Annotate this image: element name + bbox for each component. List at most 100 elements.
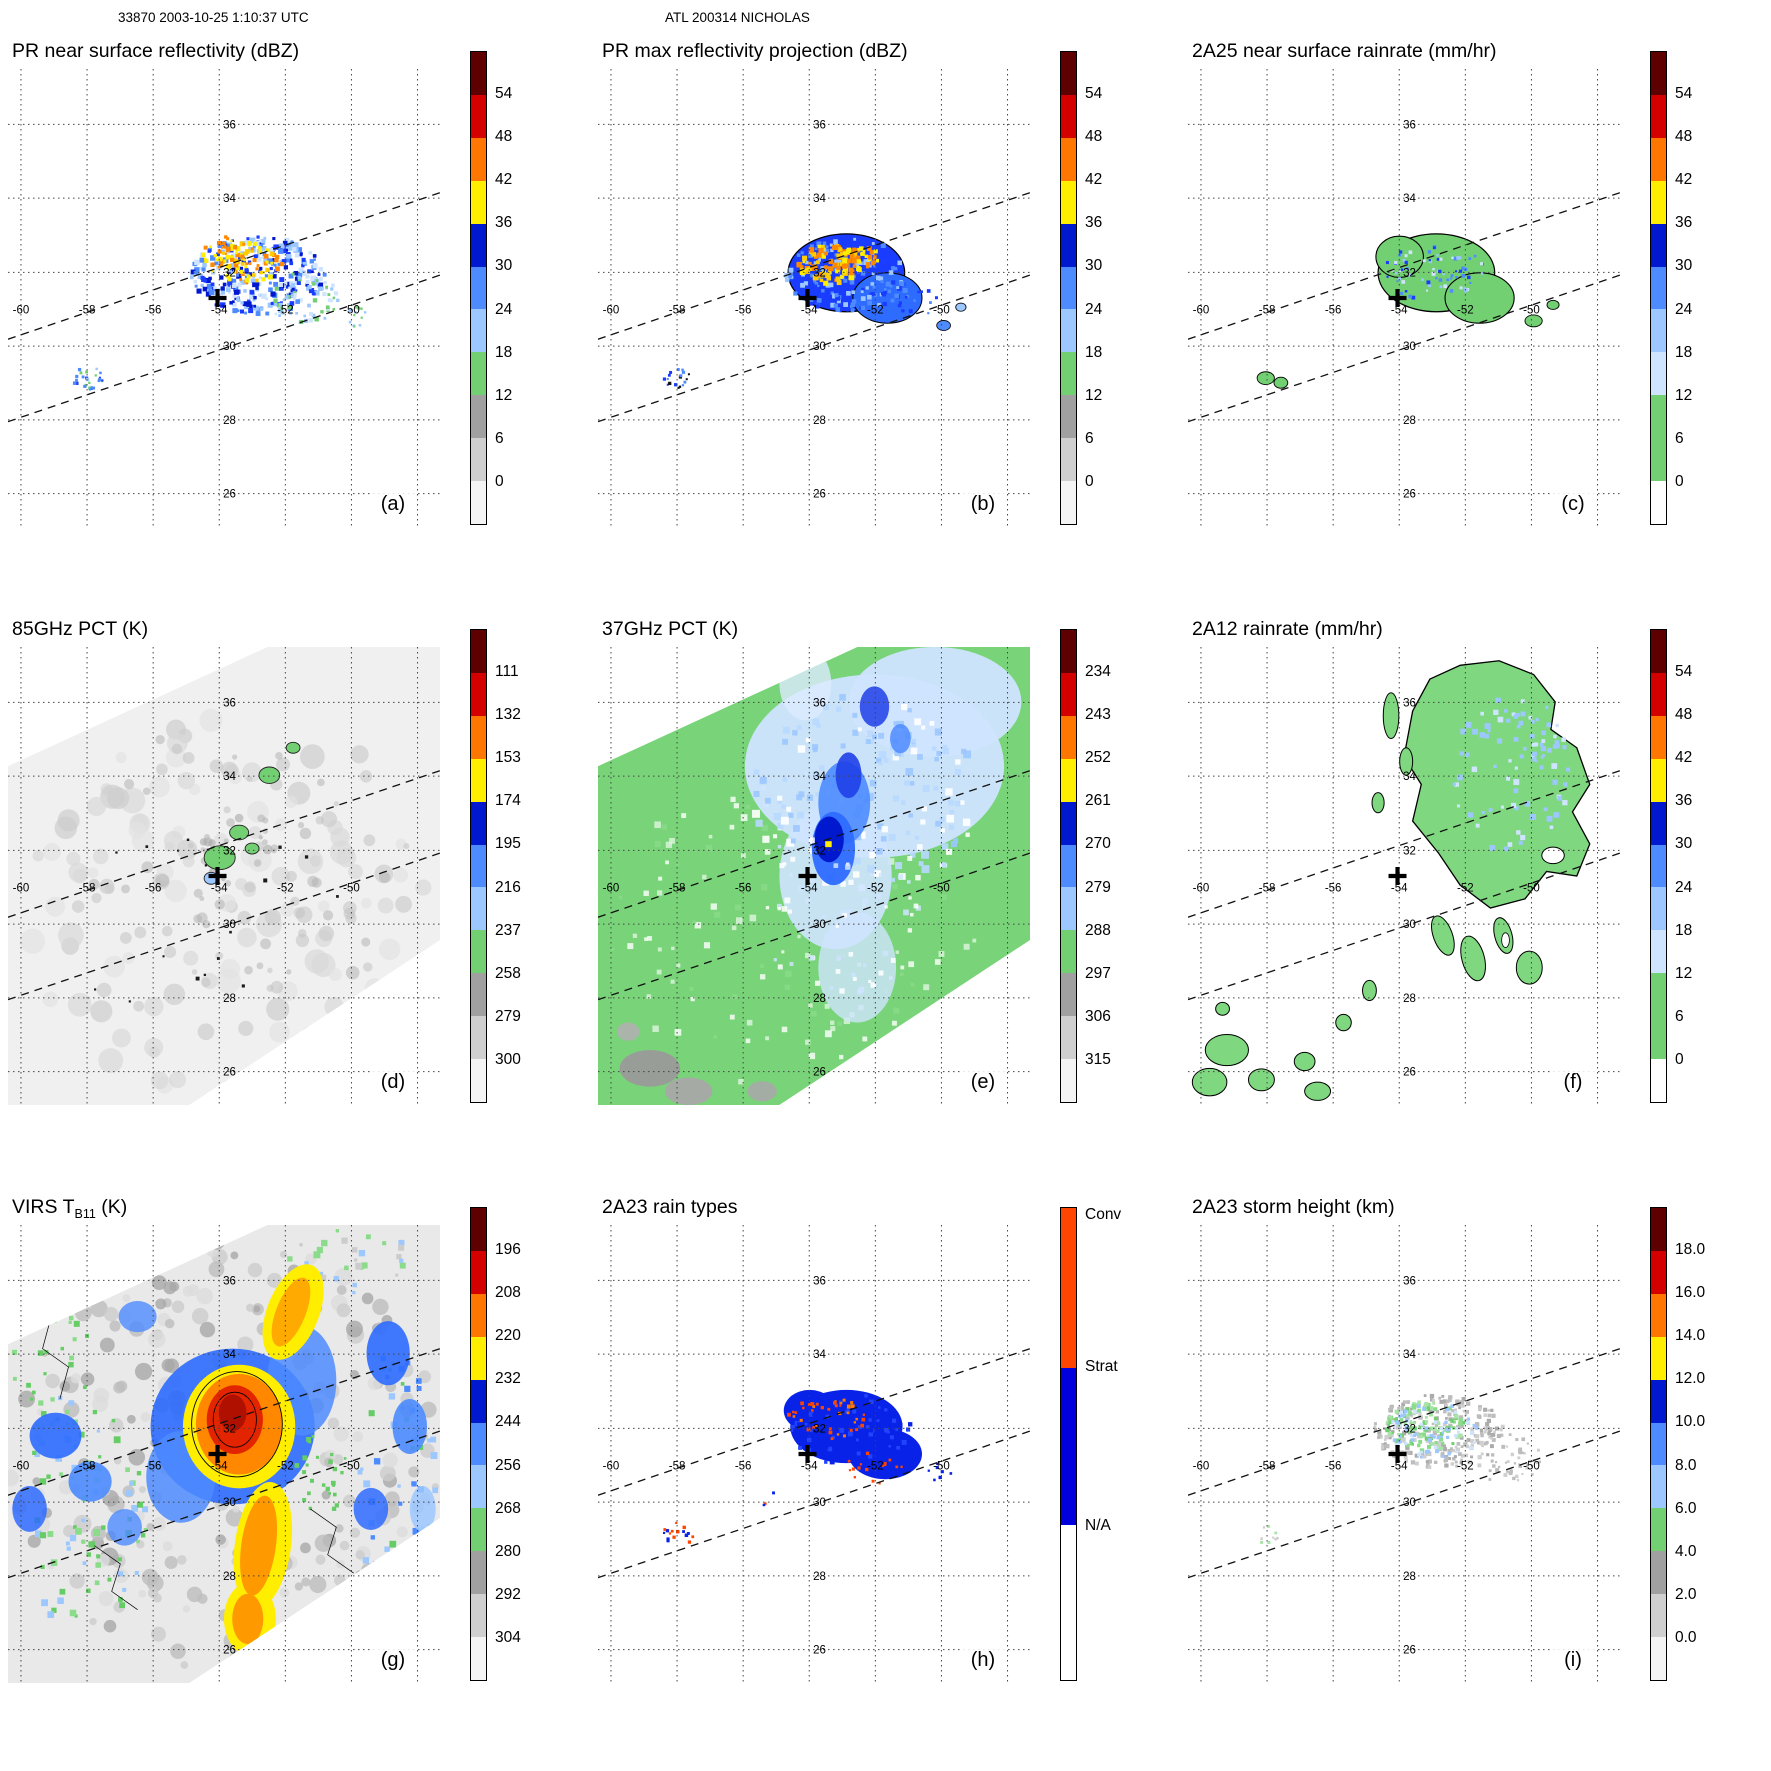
map-e: -60 -58 -56 -54 -52 -50 36 34 32 30 28 26 (e) [598,647,1030,1105]
colorbar-tick: 16.0 [1675,1284,1706,1302]
lat-label: 32 [1403,267,1416,279]
colorbar-segment [1651,758,1666,802]
colorbar-tick: 18 [1675,921,1693,939]
lon-label: -50 [933,305,950,317]
lat-label: 36 [223,1275,236,1287]
colorbar-tick: 54 [495,85,513,103]
lon-label: -58 [79,305,96,317]
colorbar-tick: 6 [1675,1007,1684,1025]
graticule-labels: -60 -58 -56 -54 -52 -50 36 34 32 30 28 26 [13,119,360,500]
lat-label: 32 [813,267,826,279]
panel-letter: (d) [381,1071,405,1093]
colorbar-segment [1651,973,1666,1017]
colorbar-a: 54 48 42 36 30 24 18 12 6 0 [470,51,554,525]
colorbar-segment [1061,930,1076,974]
lon-label: -50 [343,883,360,895]
pr-swath-edge-lines [1188,192,1620,423]
graticule [8,647,440,1105]
colorbar-segment [1651,1422,1666,1466]
colorbar-segment [471,1293,486,1337]
colorbar-tick: 12.0 [1675,1370,1706,1388]
colorbar-segment [471,94,486,138]
lat-label: 34 [1403,771,1416,783]
graticule-labels: -60 -58 -56 -54 -52 -50 36 34 32 30 28 26 [603,697,950,1078]
colorbar-segment [471,1508,486,1552]
colorbar-tick: 252 [1085,749,1111,767]
colorbar-tick: 292 [495,1585,521,1603]
colorbar-segment [1651,438,1666,482]
lat-label: 34 [1403,193,1416,205]
colorbar-tick: 279 [495,1007,521,1025]
lat-label: 30 [813,919,826,931]
colorbar-tick: 6 [1675,429,1684,447]
lon-label: -54 [1391,305,1408,317]
colorbar-tick: 18.0 [1675,1241,1706,1259]
lat-label: 36 [1403,1275,1416,1287]
colorbar-segment [471,1336,486,1380]
colorbar-gradient [1650,51,1667,525]
colorbar-segment [471,672,486,716]
lon-label: -54 [801,883,818,895]
colorbar-segment [471,180,486,224]
lat-label: 34 [223,1349,236,1361]
lon-label: -60 [13,1461,30,1473]
colorbar-segment [1651,887,1666,931]
colorbar-gradient [1060,629,1077,1103]
colorbar-segment [1061,1208,1076,1368]
colorbar-tick: 234 [1085,663,1111,681]
colorbar-segment [471,1379,486,1423]
colorbar-tick: 24 [495,300,513,318]
colorbar-tick: 12 [1675,964,1693,982]
lon-label: -52 [277,1461,294,1473]
lon-label: -58 [669,305,686,317]
colorbar-tick: 0 [495,472,504,490]
colorbar-segment [1061,844,1076,888]
colorbar-segment [471,137,486,181]
panel-d: 85GHz PCT (K) -60 -58 -56 -54 -52 -50 36 34 32 30 2… [0,606,590,1184]
colorbar-tick: 258 [495,964,521,982]
graticule-labels: -60 -58 -56 -54 -52 -50 36 34 32 30 28 26 [1193,697,1540,1078]
lat-label: 28 [1403,993,1416,1005]
colorbar-tick: 270 [1085,835,1111,853]
colorbar-segment [1651,1250,1666,1294]
map-h: -60 -58 -56 -54 -52 -50 36 34 32 30 28 26 (h) [598,1225,1030,1683]
lon-label: -56 [1325,883,1342,895]
lon-label: -50 [343,1461,360,1473]
colorbar-tick: 24 [1085,300,1103,318]
map-g: -60 -58 -56 -54 -52 -50 36 34 32 30 28 26 (g) [8,1225,440,1683]
colorbar-segment [1651,1059,1666,1102]
lat-label: 36 [223,697,236,709]
colorbar-tick: 0 [1675,1050,1684,1068]
colorbar-segment [471,1059,486,1102]
colorbar-tick: 288 [1085,921,1111,939]
panel-letter: (i) [1564,1649,1582,1671]
lon-label: -52 [277,305,294,317]
colorbar-segment [1651,1293,1666,1337]
colorbar-tick: 42 [495,171,513,189]
lat-label: 30 [1403,341,1416,353]
storm-center-marker [208,1445,227,1463]
colorbar-segment [471,1422,486,1466]
lon-label: -58 [1259,1461,1276,1473]
colorbar-gradient [1060,51,1077,525]
pr-swath-edge-lines [598,192,1030,423]
colorbar-gradient [470,629,487,1103]
graticule-labels: -60 -58 -56 -54 -52 -50 36 34 32 30 28 26 [603,1275,950,1656]
panel-title-e: 37GHz PCT (K) [602,618,739,640]
storm-center-marker [1388,867,1407,885]
colorbar-segment [471,844,486,888]
colorbar-tick: 280 [495,1542,521,1560]
panel-letter: (g) [381,1649,405,1671]
lat-label: 28 [813,993,826,1005]
colorbar-segment [471,352,486,396]
map-features [72,235,367,391]
lat-label: 30 [1403,1497,1416,1509]
colorbar-tick: 153 [495,749,521,767]
colorbar-tick: 304 [495,1628,521,1646]
pr-swath-edge-lines [598,770,1030,1001]
map-features [662,233,967,389]
colorbar-segment [1651,137,1666,181]
colorbar-tick: 195 [495,835,521,853]
panel-body: -60 -58 -56 -54 -52 -50 36 34 32 30 28 26 (i) 18.0 16.… [1188,1207,1770,1683]
